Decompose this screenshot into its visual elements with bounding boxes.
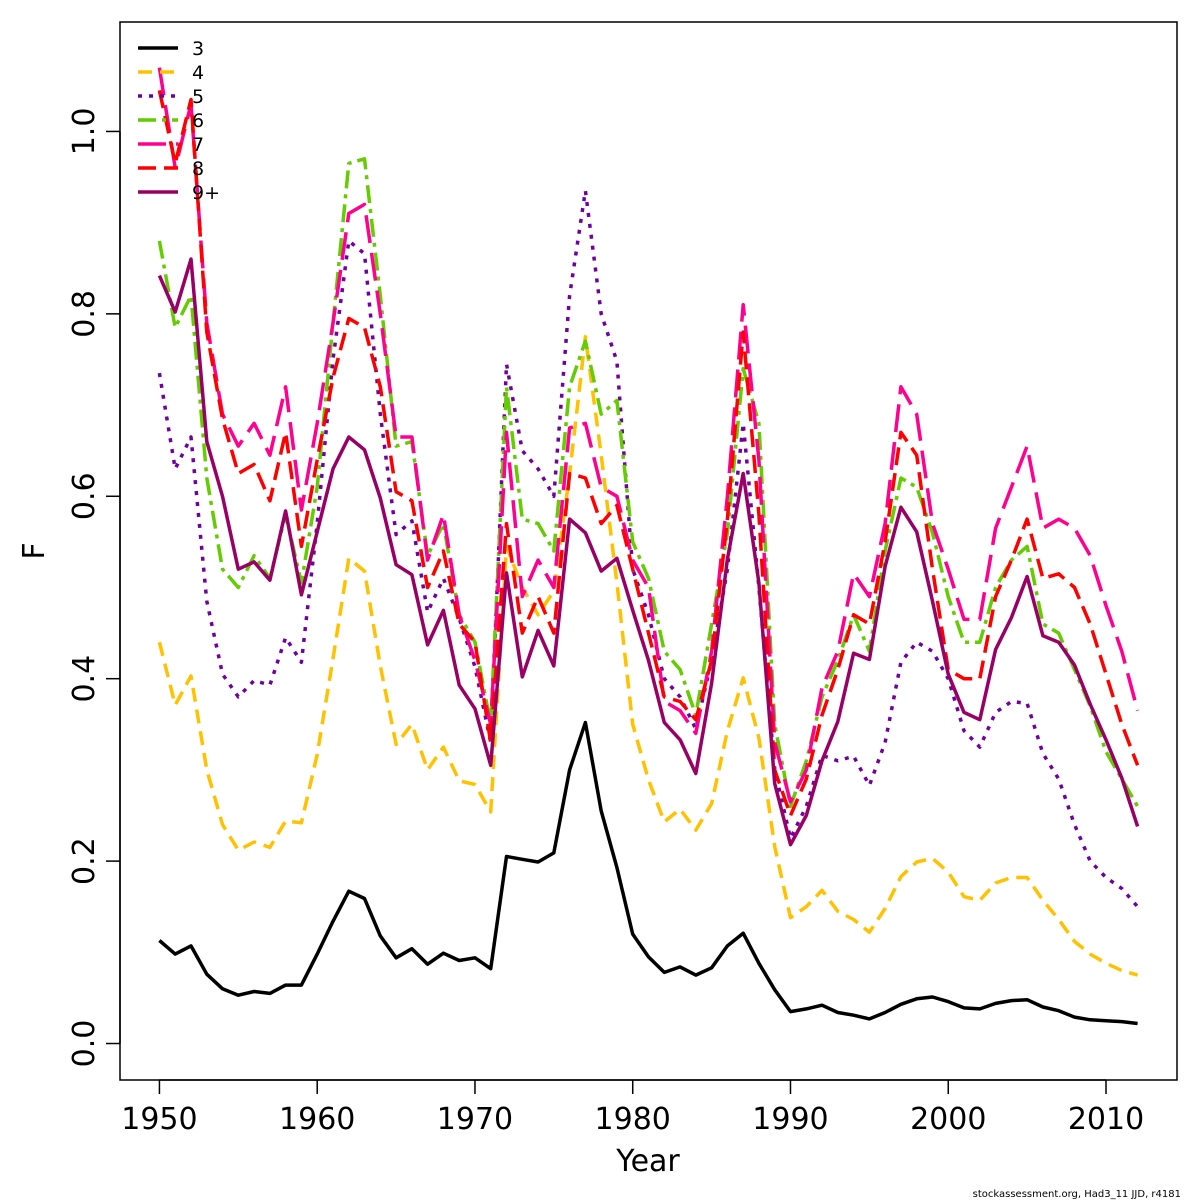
- series-line-age-4: [157, 334, 1139, 977]
- y-tick-label: 0.4: [67, 655, 102, 703]
- x-tick-label: 2000: [910, 1102, 986, 1137]
- y-tick-label: 1.0: [67, 108, 102, 156]
- x-axis: 1950 1960 1970 1980 1990 2000 2010: [121, 1079, 1144, 1137]
- series-line-age-9plus: [157, 257, 1140, 847]
- y-axis: 0.0 0.2 0.4 0.6 0.8 1.0: [67, 108, 121, 1068]
- legend-label: 8: [192, 158, 204, 180]
- y-tick-label: 0.2: [67, 837, 102, 885]
- x-tick-label: 2010: [1068, 1102, 1144, 1137]
- series-line-age-8: [157, 90, 1140, 818]
- x-tick-label: 1980: [595, 1102, 671, 1137]
- legend-label: 3: [192, 38, 204, 60]
- y-tick-label: 0.8: [67, 290, 102, 338]
- legend-label: 4: [192, 62, 204, 84]
- x-tick-label: 1960: [279, 1102, 355, 1137]
- x-tick-label: 1990: [752, 1102, 828, 1137]
- series-line-age-3: [158, 720, 1138, 1026]
- x-tick-label: 1970: [437, 1102, 513, 1137]
- y-axis-title: F: [17, 542, 52, 559]
- legend-label: 5: [192, 86, 204, 108]
- x-tick-label: 1950: [121, 1102, 197, 1137]
- series-line-age-6: [157, 157, 1140, 809]
- series-layer: [157, 67, 1140, 1026]
- credit-text: stockassessment.org, Had3_11 JJD, r4181: [973, 1189, 1181, 1200]
- y-tick-label: 0.6: [67, 472, 102, 520]
- series-line-age-7: [157, 67, 1140, 804]
- y-tick-label: 0.0: [67, 1020, 102, 1068]
- series-line-age-5: [157, 188, 1139, 908]
- legend-label: 6: [192, 110, 204, 132]
- legend-label: 7: [192, 134, 204, 156]
- x-axis-title: Year: [615, 1144, 680, 1179]
- legend-label: 9+: [192, 182, 220, 204]
